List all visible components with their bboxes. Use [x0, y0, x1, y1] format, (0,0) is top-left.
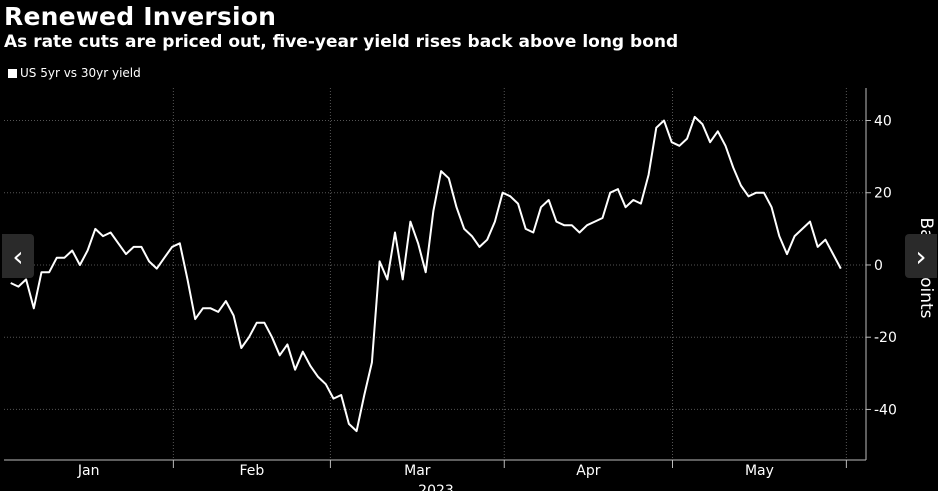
- x-tick-label: Apr: [576, 463, 600, 479]
- axis-labels: -40-2002040JanFebMarAprMay2023Basis Poin…: [77, 114, 936, 491]
- legend: US 5yr vs 30yr yield: [8, 66, 141, 80]
- series-layer: [10, 115, 842, 433]
- y-tick-label: 20: [874, 186, 892, 202]
- y-tick-label: 0: [874, 258, 883, 274]
- y-tick-label: 40: [874, 114, 892, 130]
- series-line: [10, 115, 842, 433]
- legend-label: US 5yr vs 30yr yield: [20, 66, 141, 80]
- next-chart-button[interactable]: ›: [905, 234, 937, 278]
- y-tick-label: -40: [874, 402, 897, 418]
- x-tick-label: Jan: [77, 463, 100, 479]
- legend-swatch: [8, 68, 17, 78]
- chart-subtitle: As rate cuts are priced out, five-year y…: [4, 32, 679, 52]
- previous-chart-button[interactable]: ‹: [2, 234, 34, 278]
- axes: [4, 88, 871, 468]
- grid: [4, 88, 866, 460]
- x-tick-label: Feb: [239, 463, 264, 479]
- x-tick-label: May: [745, 463, 774, 479]
- chart-title: Renewed Inversion: [4, 2, 277, 31]
- x-tick-label: Mar: [404, 463, 431, 479]
- chevron-right-icon: ›: [915, 239, 927, 273]
- x-axis-label: 2023: [418, 483, 454, 491]
- y-tick-label: -20: [874, 330, 897, 346]
- chevron-left-icon: ‹: [12, 239, 24, 273]
